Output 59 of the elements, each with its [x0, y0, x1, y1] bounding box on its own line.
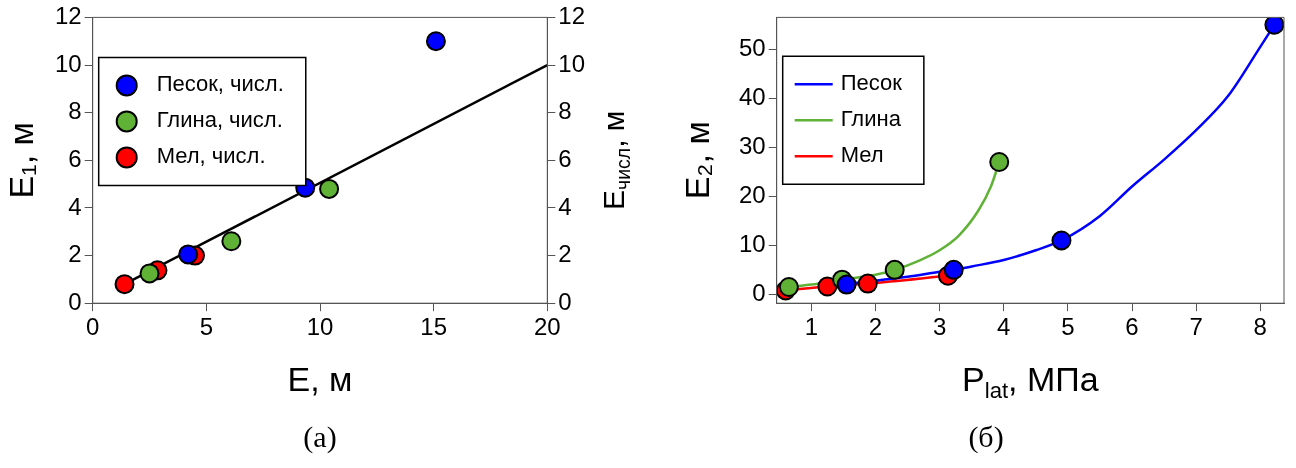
y-tick-label: 30	[738, 131, 766, 159]
y-tick-label: 2	[68, 240, 82, 268]
point	[1051, 230, 1072, 251]
x-tick-label: 8	[1253, 313, 1267, 341]
point	[178, 244, 199, 265]
point	[817, 276, 838, 297]
y-tick-label: 12	[54, 2, 82, 30]
point	[139, 263, 160, 284]
y-tick-label: 6	[68, 144, 82, 172]
y-axis-title: E₂, м	[678, 121, 717, 200]
y2-axis-title: Eчисл, м	[597, 110, 635, 211]
y-tick-label: 8	[68, 97, 82, 125]
x-tick-label: 10	[306, 313, 334, 341]
legend-label: Мел, числ.	[156, 143, 266, 169]
x-tick-label: 6	[1125, 313, 1139, 341]
y-tick-label: 20	[738, 180, 766, 208]
y-tick-label: 4	[68, 192, 82, 220]
legend-label: Песок	[840, 70, 903, 96]
text: (a)	[302, 420, 338, 454]
legend-label: Мел	[840, 142, 884, 168]
point	[114, 274, 135, 295]
y-tick-label: 10	[54, 49, 82, 77]
x-tick-label: 1	[804, 313, 819, 341]
legend-label: Глина, числ.	[156, 107, 283, 133]
y2-tick-label: 8	[558, 97, 572, 125]
x-tick-label: 5	[1061, 313, 1075, 341]
x-tick-label: 3	[932, 313, 947, 341]
y2-tick-label: 12	[558, 2, 586, 30]
x-tick-label: 4	[997, 313, 1011, 341]
point	[857, 273, 878, 294]
x-tick-label: 2	[868, 313, 883, 341]
y2-tick-label: 0	[558, 287, 572, 315]
x-tick-label: 5	[199, 313, 214, 341]
y-axis-title: E₁, м	[2, 122, 41, 199]
x-tick-label: 0	[86, 313, 100, 341]
y-tick-label: 10	[738, 229, 766, 257]
y-tick-label: 0	[68, 287, 82, 315]
point	[836, 274, 857, 295]
y-tick-label: 50	[738, 33, 766, 61]
x-tick-label: 7	[1189, 313, 1203, 341]
y2-tick-label: 2	[558, 240, 572, 268]
point	[1264, 17, 1284, 35]
legend-label: Песок, числ.	[156, 71, 284, 97]
y-tick-label: 0	[752, 279, 766, 306]
x-tick-label: 20	[533, 313, 561, 341]
y2-tick-label: 10	[558, 49, 586, 77]
point	[221, 231, 242, 252]
y2-tick-label: 4	[558, 192, 572, 220]
point	[943, 259, 964, 280]
point	[989, 152, 1010, 173]
y-tick-label: 40	[738, 82, 766, 110]
point	[425, 31, 446, 52]
x-tick-label: 15	[420, 313, 447, 341]
point	[319, 178, 340, 199]
text: (б)	[967, 420, 1005, 454]
y2-tick-label: 6	[558, 144, 572, 172]
point	[884, 259, 905, 280]
x-axis-title: E, м	[287, 360, 353, 399]
legend-label: Глина	[840, 106, 902, 132]
